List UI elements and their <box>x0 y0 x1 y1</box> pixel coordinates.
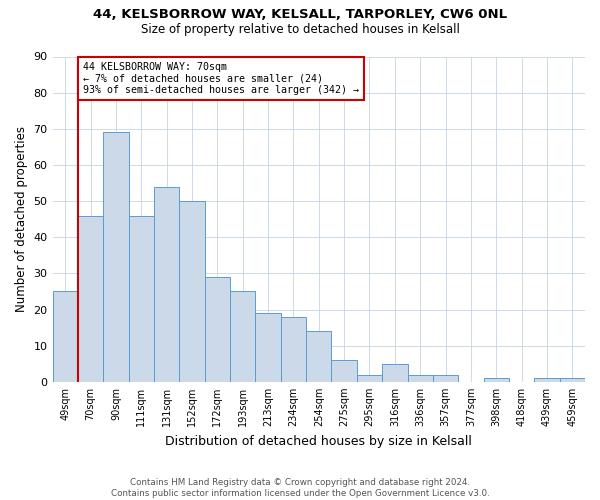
Text: 44, KELSBORROW WAY, KELSALL, TARPORLEY, CW6 0NL: 44, KELSBORROW WAY, KELSALL, TARPORLEY, … <box>93 8 507 20</box>
Bar <box>128 216 154 382</box>
Bar <box>357 374 382 382</box>
X-axis label: Distribution of detached houses by size in Kelsall: Distribution of detached houses by size … <box>166 434 472 448</box>
Bar <box>560 378 585 382</box>
Text: 44 KELSBORROW WAY: 70sqm
← 7% of detached houses are smaller (24)
93% of semi-de: 44 KELSBORROW WAY: 70sqm ← 7% of detache… <box>83 62 359 95</box>
Bar <box>306 331 331 382</box>
Bar <box>256 313 281 382</box>
Bar <box>179 201 205 382</box>
Bar <box>154 186 179 382</box>
Bar <box>534 378 560 382</box>
Bar <box>281 316 306 382</box>
Text: Contains HM Land Registry data © Crown copyright and database right 2024.
Contai: Contains HM Land Registry data © Crown c… <box>110 478 490 498</box>
Bar <box>484 378 509 382</box>
Bar <box>205 277 230 382</box>
Bar <box>382 364 407 382</box>
Bar <box>230 292 256 382</box>
Bar <box>53 292 78 382</box>
Bar <box>331 360 357 382</box>
Text: Size of property relative to detached houses in Kelsall: Size of property relative to detached ho… <box>140 22 460 36</box>
Bar <box>103 132 128 382</box>
Bar <box>407 374 433 382</box>
Y-axis label: Number of detached properties: Number of detached properties <box>15 126 28 312</box>
Bar <box>78 216 103 382</box>
Bar <box>433 374 458 382</box>
